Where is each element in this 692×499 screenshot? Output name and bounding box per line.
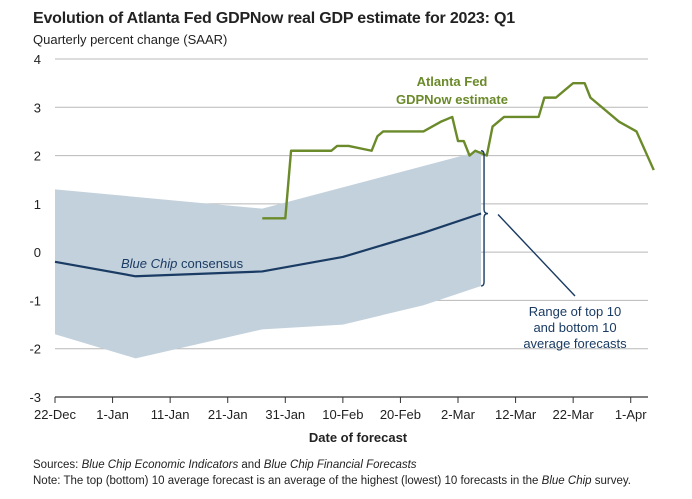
x-tick-label: 1-Jan — [96, 407, 129, 422]
x-tick-label: 12-Mar — [495, 407, 537, 422]
footnote: Note: The top (bottom) 10 average foreca… — [33, 475, 631, 487]
x-tick-label: 31-Jan — [265, 407, 305, 422]
y-tick-label: 1 — [34, 197, 41, 212]
x-tick-label: 11-Jan — [151, 407, 190, 422]
x-tick-label: 1-Apr — [615, 407, 647, 422]
sources-src1: Blue Chip Economic Indicators — [81, 459, 239, 471]
range-band-area — [55, 150, 482, 359]
sources-label: Sources: — [33, 459, 79, 471]
chart-subtitle: Quarterly percent change (SAAR) — [33, 32, 228, 47]
note-text: The top (bottom) 10 average forecast is … — [63, 475, 539, 487]
note-end: survey. — [594, 475, 631, 487]
x-axis-title: Date of forecast — [309, 430, 408, 445]
y-tick-label: 2 — [34, 149, 41, 164]
gdpnow-label-line2: GDPNow estimate — [396, 92, 508, 107]
note-italic: Blue Chip — [541, 475, 592, 487]
forecast-range-band — [55, 150, 482, 359]
range-bracket — [480, 150, 489, 287]
consensus-label-prefix: Blue Chip — [121, 256, 177, 271]
gdpnow-label-line1: Atlanta Fed — [417, 74, 488, 89]
range-label-line1: Range of top 10 — [529, 304, 622, 319]
consensus-label: Blue Chip consensus — [121, 256, 244, 271]
x-tick-label: 22-Dec — [34, 407, 76, 422]
x-tick-label: 10-Feb — [322, 407, 363, 422]
y-tick-label: -1 — [29, 293, 41, 308]
x-tick-label: 20-Feb — [380, 407, 421, 422]
x-tick-label: 22-Mar — [553, 407, 595, 422]
range-label-line2: and bottom 10 — [533, 320, 616, 335]
sources-src2: Blue Chip Financial Forecasts — [263, 459, 417, 471]
sources-note: Sources: Blue Chip Economic Indicators a… — [33, 459, 417, 471]
range-leader-line — [497, 214, 576, 297]
x-tick-label: 2-Mar — [441, 407, 476, 422]
sources-and: and — [241, 459, 261, 471]
consensus-line — [54, 212, 482, 278]
y-tick-label: -2 — [29, 342, 41, 357]
consensus-label-suffix: consensus — [181, 256, 244, 271]
range-label-line3: average forecasts — [523, 336, 627, 351]
x-tick-label: 21-Jan — [208, 407, 248, 422]
y-tick-label: 3 — [34, 100, 41, 115]
axes: -3 -2 -1 0 1 2 3 4 22-Dec 1-Jan 11-Jan 21-Jan 31-Jan… — [29, 52, 648, 422]
annotations: Atlanta Fed GDPNow estimate Blue Chip co… — [121, 74, 627, 445]
gdpnow-line — [262, 81, 655, 220]
chart-title: Evolution of Atlanta Fed GDPNow real GDP… — [33, 10, 515, 27]
note-label: Note: — [33, 475, 61, 487]
y-tick-label: 4 — [34, 52, 41, 67]
y-tick-label: -3 — [29, 390, 41, 405]
y-tick-label: 0 — [34, 245, 41, 260]
